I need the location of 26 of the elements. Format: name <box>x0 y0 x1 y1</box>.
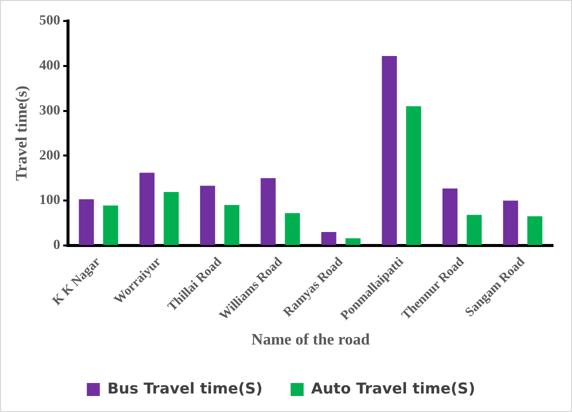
y-tick-label: 200 <box>39 148 60 164</box>
bar <box>78 199 94 245</box>
bar <box>527 216 542 245</box>
y-tick-label: 500 <box>39 14 60 29</box>
bar <box>200 186 216 245</box>
bar <box>406 106 422 245</box>
bar <box>466 214 482 245</box>
bar <box>103 206 118 245</box>
y-tick-label: 400 <box>39 58 60 74</box>
y-tick-label: 100 <box>39 193 60 208</box>
bar <box>284 213 300 245</box>
bar <box>224 205 240 245</box>
bar <box>139 172 154 245</box>
bar <box>503 200 518 245</box>
legend-label: Bus Travel time(S) <box>107 379 263 398</box>
bar <box>382 56 397 245</box>
y-tick-label: 300 <box>39 103 60 118</box>
y-axis-title: Travel time(s) <box>14 86 31 181</box>
legend-label: Auto Travel time(S) <box>311 379 476 398</box>
bar <box>164 192 179 245</box>
bar <box>260 178 276 245</box>
bar <box>321 232 336 245</box>
bar <box>346 238 361 245</box>
x-axis-title: Name of the road <box>251 332 370 349</box>
y-tick-label: 0 <box>53 238 60 254</box>
bar <box>442 188 458 245</box>
